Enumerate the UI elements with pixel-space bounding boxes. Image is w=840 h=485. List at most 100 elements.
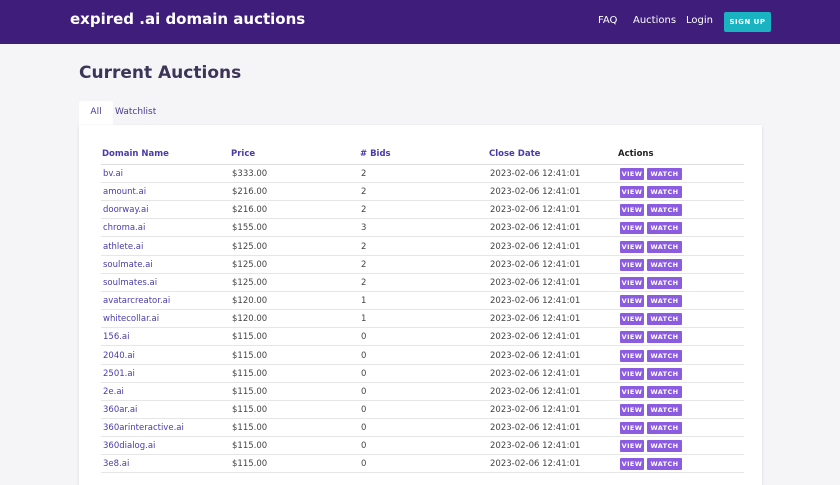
price-cell: $115.00 [232,332,268,343]
watch-button[interactable]: WATCH [647,222,682,235]
domain-link[interactable]: 2040.ai [103,350,135,361]
watch-button[interactable]: WATCH [647,204,682,217]
site-brand[interactable]: expired .ai domain auctions [70,10,306,28]
nav-faq-link[interactable]: FAQ [598,15,618,26]
column-header-domain[interactable]: Domain Name [102,149,169,159]
watch-button[interactable]: WATCH [647,276,682,289]
column-header-price[interactable]: Price [231,149,256,159]
bids-cell: 2 [361,169,367,179]
watch-button[interactable]: WATCH [647,313,682,326]
watch-button[interactable]: WATCH [647,458,682,471]
view-button[interactable]: VIEW [620,385,644,398]
view-button[interactable]: VIEW [620,458,644,471]
domain-link[interactable]: 2501.ai [103,368,135,379]
domain-link[interactable]: athlete.ai [103,241,144,252]
column-header-bids[interactable]: # Bids [360,149,391,159]
view-button[interactable]: VIEW [620,331,644,344]
price-cell: $115.00 [232,441,268,452]
column-header-close-date[interactable]: Close Date [489,149,541,159]
watch-button[interactable]: WATCH [647,240,682,253]
price-cell: $216.00 [232,187,268,198]
top-navbar: expired .ai domain auctions FAQ Auctions… [0,0,840,44]
domain-link[interactable]: 360dialog.ai [103,441,156,452]
bids-cell: 2 [361,241,367,252]
price-cell: $125.00 [232,259,268,270]
price-cell: $333.00 [232,169,268,179]
watch-button[interactable]: WATCH [647,367,682,380]
domain-link[interactable]: chroma.ai [103,223,146,234]
price-cell: $115.00 [232,459,268,470]
page-title: Current Auctions [79,63,242,83]
watch-button[interactable]: WATCH [647,186,682,199]
table-row: 2e.ai $115.00 0 2023-02-06 12:41:01 VIEW WATC… [101,383,744,401]
domain-link[interactable]: 360ar.ai [103,404,138,415]
watch-button[interactable]: WATCH [647,422,682,435]
table-row: soulmate.ai $125.00 2 2023-02-06 12:41:01 VI… [101,256,744,274]
domain-link[interactable]: 2e.ai [103,386,124,397]
table-row: whitecollar.ai $120.00 1 2023-02-06 12:41:0… [101,310,744,329]
sign-up-button[interactable]: SIGN UP [724,12,771,32]
view-button[interactable]: VIEW [620,349,644,362]
domain-link[interactable]: amount.ai [103,187,147,198]
view-button[interactable]: VIEW [620,403,644,416]
table-row: 360arinteractive.ai $115.00 0 2023-02-06 12… [101,419,744,438]
nav-auctions-link[interactable]: Auctions [633,15,677,26]
watch-button[interactable]: WATCH [647,258,682,271]
view-button[interactable]: VIEW [620,186,644,199]
view-button[interactable]: VIEW [620,258,644,271]
view-button[interactable]: VIEW [620,168,644,180]
domain-link[interactable]: bv.ai [103,169,124,179]
table-row: 156.ai $115.00 0 2023-02-06 12:41:01 VIEW WAT… [101,328,744,347]
table-row: 360dialog.ai $115.00 0 2023-02-06 12:41:01 V… [101,437,744,456]
view-button[interactable]: VIEW [620,422,644,435]
view-button[interactable]: VIEW [620,222,644,235]
view-button[interactable]: VIEW [620,204,644,217]
domain-link[interactable]: soulmate.ai [103,259,153,270]
price-cell: $115.00 [232,350,268,361]
view-button[interactable]: VIEW [620,367,644,380]
close-date-cell: 2023-02-06 12:41:01 [490,332,581,343]
table-row: chroma.ai $155.00 3 2023-02-06 12:41:01 VIEW… [101,219,744,238]
domain-link[interactable]: soulmates.ai [103,277,158,288]
price-cell: $115.00 [232,368,268,379]
view-button[interactable]: VIEW [620,295,644,308]
watch-button[interactable]: WATCH [647,349,682,362]
table-row: 3e8.ai $115.00 0 2023-02-06 12:41:01 VIEW WAT… [101,455,744,474]
domain-link[interactable]: 3e8.ai [103,459,130,470]
close-date-cell: 2023-02-06 12:41:01 [490,404,581,415]
nav-login-link[interactable]: Login [686,15,713,26]
close-date-cell: 2023-02-06 12:41:01 [490,223,581,234]
domain-link[interactable]: doorway.ai [103,205,149,216]
view-button[interactable]: VIEW [620,313,644,326]
price-cell: $115.00 [232,423,268,434]
table-row: 360ar.ai $115.00 0 2023-02-06 12:41:01 VIEW W… [101,401,744,419]
bids-cell: 0 [361,441,367,452]
close-date-cell: 2023-02-06 12:41:01 [490,169,581,179]
column-header-actions: Actions [618,149,654,159]
table-row: amount.ai $216.00 2 2023-02-06 12:41:01 VIEW… [101,183,744,202]
view-button[interactable]: VIEW [620,440,644,453]
watch-button[interactable]: WATCH [647,295,682,308]
price-cell: $115.00 [232,386,268,397]
tab-watchlist[interactable]: Watchlist [115,107,157,117]
domain-link[interactable]: whitecollar.ai [103,314,160,325]
bids-cell: 0 [361,459,367,470]
close-date-cell: 2023-02-06 12:41:01 [490,441,581,452]
view-button[interactable]: VIEW [620,276,644,289]
watch-button[interactable]: WATCH [647,385,682,398]
bids-cell: 1 [361,296,367,307]
watch-button[interactable]: WATCH [647,331,682,344]
domain-link[interactable]: 360arinteractive.ai [103,423,184,434]
watch-button[interactable]: WATCH [647,440,682,453]
watch-button[interactable]: WATCH [647,168,682,180]
price-cell: $115.00 [232,404,268,415]
table-row: 2040.ai $115.00 0 2023-02-06 12:41:01 VIEW WA… [101,347,744,365]
tab-all[interactable]: All [79,101,113,125]
domain-link[interactable]: 156.ai [103,332,130,343]
domain-link[interactable]: avatarcreator.ai [103,296,171,307]
table-row: athlete.ai $125.00 2 2023-02-06 12:41:01 VIE… [101,238,744,256]
watch-button[interactable]: WATCH [647,403,682,416]
view-button[interactable]: VIEW [620,240,644,253]
price-cell: $120.00 [232,296,268,307]
price-cell: $120.00 [232,314,268,325]
